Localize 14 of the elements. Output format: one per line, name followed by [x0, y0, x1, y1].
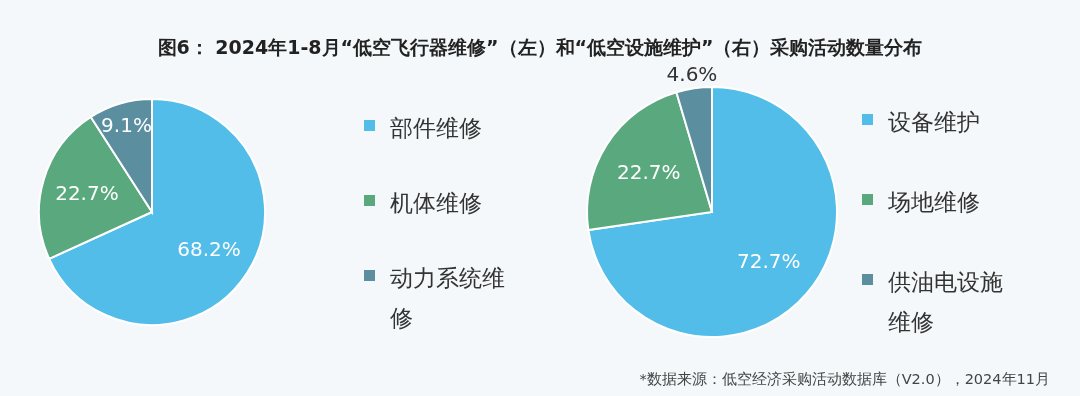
legend-label: 动力系统维修: [390, 265, 505, 331]
legend-label: 部件维修: [390, 115, 482, 141]
data-label: 22.7%: [55, 180, 119, 205]
data-label: 68.2%: [177, 236, 241, 261]
text: *数据来源：低空经济采购活动数据库（V2.0），2024年11月: [639, 371, 1050, 387]
legend-label: 机体维修: [390, 190, 482, 216]
chart-title: 图6： 2024年1-8月“低空飞行器维修”（左）和“低空设施维护”（右）采购活动数量分布: [157, 36, 923, 58]
legend-label: 供油电设施维修: [888, 269, 1003, 335]
legend-label: 设备维护: [888, 109, 980, 135]
data-label: 22.7%: [617, 159, 681, 184]
legend-label: 场地维修: [887, 189, 980, 215]
data-label: 72.7%: [736, 249, 801, 274]
data-label: 4.6%: [666, 62, 718, 87]
data-label: 9.1%: [101, 113, 152, 138]
